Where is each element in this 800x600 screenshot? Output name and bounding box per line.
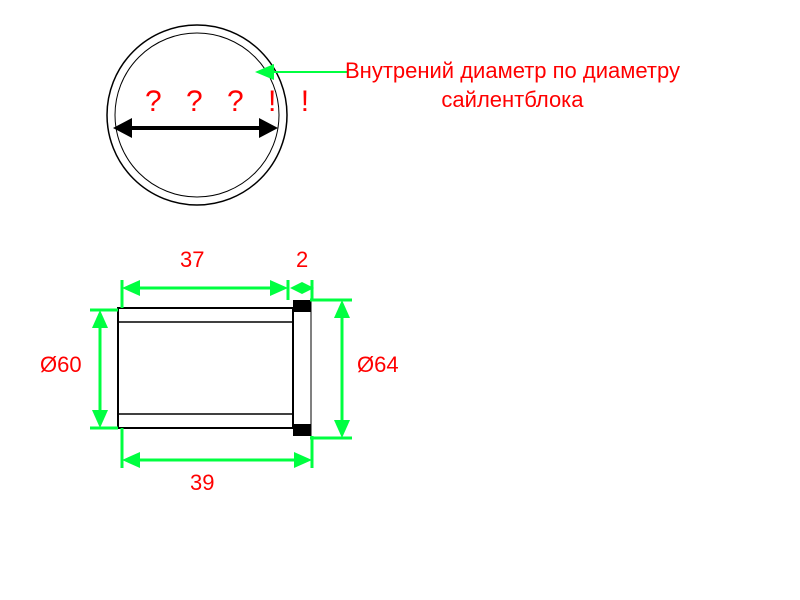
diameter-arrow-right <box>259 118 278 138</box>
dim64-label: Ø64 <box>357 352 399 378</box>
dim64-arrow-bottom <box>334 420 350 438</box>
annotation-line2: сайлентблока <box>441 87 583 112</box>
annotation-text: Внутрений диаметр по диаметру сайлентбло… <box>345 57 680 114</box>
dim37-arrow-right <box>270 280 288 296</box>
dim60-label: Ø60 <box>40 352 82 378</box>
dim64-arrow-top <box>334 300 350 318</box>
dim2-label: 2 <box>296 247 308 273</box>
dim60-arrow-bottom <box>92 410 108 428</box>
dim37-label: 37 <box>180 247 204 273</box>
flange-top <box>293 300 311 312</box>
annotation-arrow-head <box>255 64 274 80</box>
dim2-arrow-left <box>290 282 302 294</box>
dim60-arrow-top <box>92 310 108 328</box>
dim39-arrow-left <box>122 452 140 468</box>
dim39-label: 39 <box>190 470 214 496</box>
flange-bottom <box>293 424 311 436</box>
side-view-body <box>118 308 293 428</box>
dim37-arrow-left <box>122 280 140 296</box>
question-label: ? ? ? ! ! <box>145 85 317 119</box>
dim39-arrow-right <box>294 452 312 468</box>
annotation-line1: Внутрений диаметр по диаметру <box>345 58 680 83</box>
diameter-arrow-left <box>113 118 132 138</box>
